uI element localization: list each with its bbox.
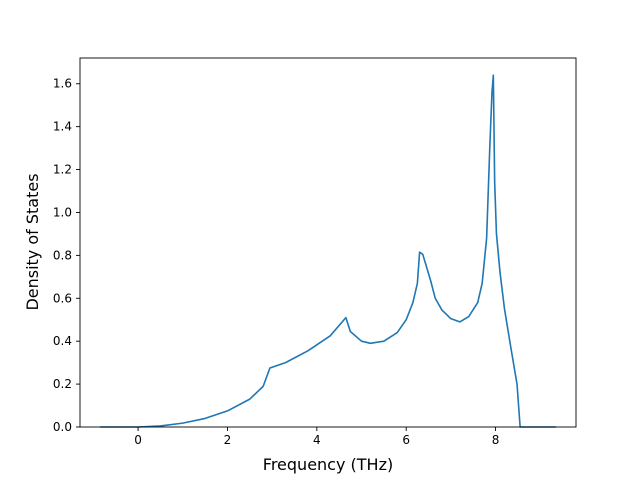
y-tick-label: 0.2: [53, 377, 72, 391]
y-axis-ticks: 0.0 0.2 0.4 0.6 0.8 1.0 1.2 1.4 1.6: [53, 77, 80, 434]
x-tick-label: 8: [492, 433, 500, 447]
y-tick-label: 0.4: [53, 334, 72, 348]
axes-frame: [79, 57, 577, 428]
y-tick-label: 1.0: [53, 205, 72, 219]
y-tick-label: 0.8: [53, 248, 72, 262]
x-tick-label: 6: [402, 433, 410, 447]
plot-area: [79, 57, 577, 428]
x-tick-label: 4: [313, 433, 321, 447]
y-tick-label: 1.6: [53, 77, 72, 91]
x-axis-ticks: 0 2 4 6 8: [134, 427, 499, 447]
x-tick-label: 2: [224, 433, 232, 447]
x-axis-label: Frequency (THz): [263, 455, 393, 474]
y-tick-label: 1.4: [53, 120, 72, 134]
series-line-1: [100, 74, 556, 428]
x-tick-label: 0: [134, 433, 142, 447]
y-tick-label: 1.2: [53, 163, 72, 177]
y-tick-label: 0.6: [53, 291, 72, 305]
y-tick-label: 0.0: [53, 420, 72, 434]
y-axis-label: Density of States: [23, 173, 42, 310]
